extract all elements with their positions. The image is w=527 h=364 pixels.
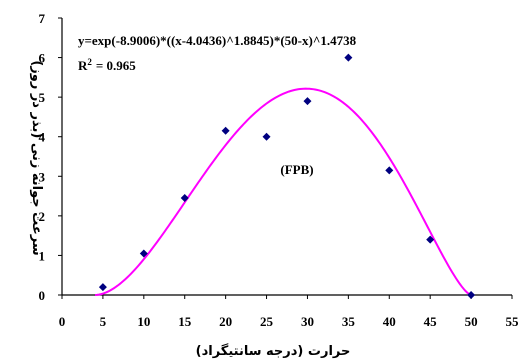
x-tick-label: 0	[59, 314, 66, 329]
x-tick-label: 15	[178, 314, 192, 329]
r-squared-symbol: R	[78, 58, 88, 73]
y-tick-label: 1	[39, 248, 46, 263]
x-tick-label: 40	[383, 314, 396, 329]
y-tick-label: 7	[39, 11, 46, 26]
x-tick-label: 25	[260, 314, 274, 329]
data-point	[180, 194, 189, 203]
data-point	[385, 166, 394, 175]
r-squared-label: R2 = 0.965	[78, 57, 136, 73]
data-point	[303, 97, 312, 106]
y-axis-title: سرعت جوانه زنی (بذر در روز)	[29, 60, 44, 255]
x-tick-label: 5	[100, 314, 107, 329]
x-axis-title: حرارت (درجه سانتیگراد)	[196, 343, 351, 359]
data-point	[221, 126, 230, 135]
x-tick-label: 50	[465, 314, 478, 329]
x-tick-label: 35	[342, 314, 356, 329]
x-tick-label: 55	[506, 314, 520, 329]
x-tick-label: 20	[219, 314, 232, 329]
y-tick-label: 0	[39, 288, 46, 303]
y-tick-label: 2	[39, 209, 46, 224]
y-tick-label: 5	[39, 90, 46, 105]
data-point	[139, 249, 148, 258]
x-tick-label: 30	[301, 314, 314, 329]
fitted-curve	[95, 87, 472, 296]
y-tick-label: 3	[39, 169, 46, 184]
r-squared-value: = 0.965	[96, 58, 136, 73]
equation-label: y=exp(-8.9006)*((x-4.0436)^1.8845)*(50-x…	[78, 33, 357, 48]
data-point	[344, 53, 353, 62]
data-point	[262, 132, 271, 141]
data-point	[426, 235, 435, 244]
x-tick-label: 10	[137, 314, 150, 329]
data-point	[467, 291, 476, 299]
y-tick-label: 4	[39, 130, 46, 145]
x-tick-label: 45	[424, 314, 438, 329]
y-tick-label: 6	[39, 51, 46, 66]
model-label: (FPB)	[280, 162, 313, 177]
data-point	[98, 283, 107, 292]
r-squared-superscript: 2	[87, 57, 92, 67]
